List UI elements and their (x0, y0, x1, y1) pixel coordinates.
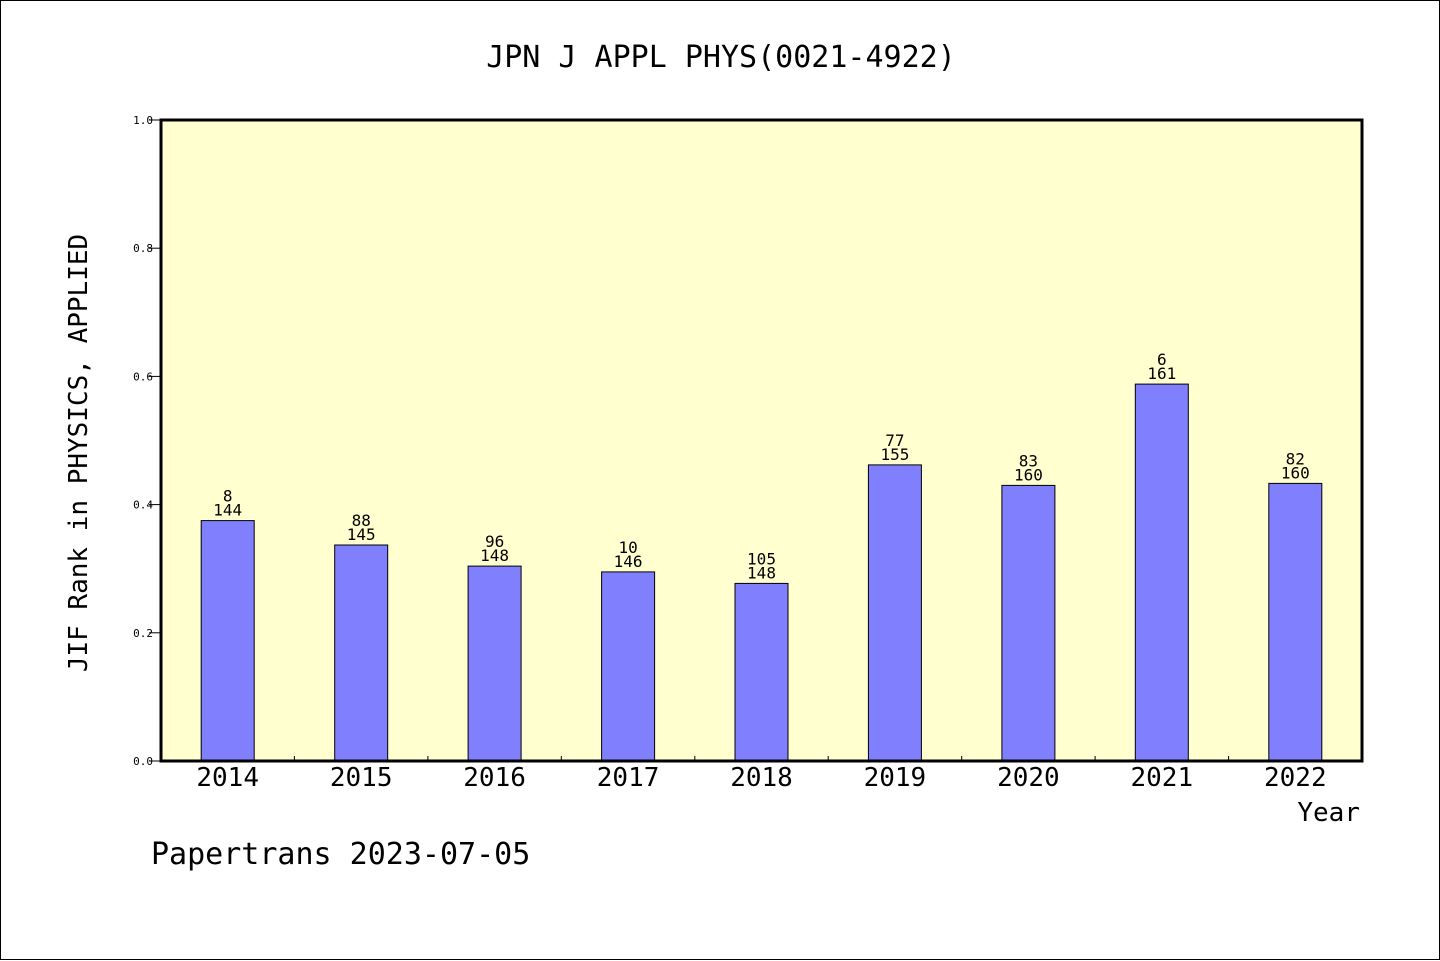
bar-total-label: 161 (1147, 364, 1176, 383)
y-tick-label: 0.2 (133, 627, 153, 640)
x-tick-label: 2017 (597, 763, 660, 793)
bar-total-label: 144 (213, 501, 242, 520)
y-tick-label: 0.4 (133, 499, 153, 512)
bars-layer (200, 383, 1323, 762)
y-tick-label: 0.8 (133, 242, 153, 255)
y-tick-label: 0.0 (133, 755, 153, 768)
y-tick-label: 1.0 (133, 114, 153, 127)
bar-rank-label: 96 (485, 532, 504, 551)
bar (1001, 484, 1056, 762)
y-tick-label: 0.6 (133, 370, 153, 383)
bar-rank-label: 83 (1019, 451, 1038, 470)
bar-total-label: 148 (480, 546, 509, 565)
chart-title: JPN J APPL PHYS(0021-4922) (486, 40, 956, 75)
bar (734, 582, 789, 762)
x-tick-label: 2014 (196, 763, 259, 793)
bar-total-label: 148 (747, 563, 776, 582)
bar-rank-label: 8 (223, 487, 233, 506)
bar (601, 571, 656, 762)
bar-total-label: 160 (1281, 463, 1310, 482)
bar-total-label: 145 (347, 525, 376, 544)
x-tick-label: 2022 (1264, 763, 1327, 793)
bar (1134, 383, 1189, 762)
y-axis-label: JIF Rank in PHYSICS, APPLIED (64, 234, 94, 672)
bar-rank-label: 105 (747, 549, 776, 568)
footer-stamp: Papertrans 2023-07-05 (151, 837, 530, 872)
bar (1268, 482, 1323, 762)
bar-total-label: 160 (1014, 465, 1043, 484)
bar (334, 544, 389, 762)
x-tick-label: 2021 (1130, 763, 1193, 793)
x-tick-label: 2019 (864, 763, 927, 793)
bar-rank-label: 82 (1286, 449, 1305, 468)
bar-rank-label: 10 (618, 538, 637, 557)
bar-rank-label: 88 (352, 511, 371, 530)
plot-border (159, 118, 1364, 763)
bar-rank-label: 6 (1157, 350, 1167, 369)
x-tick-label: 2018 (730, 763, 793, 793)
x-tick-label: 2020 (997, 763, 1060, 793)
x-tick-label: 2015 (330, 763, 393, 793)
bar (467, 565, 522, 762)
x-axis-ticks: 2014 2015 2016 2017 2018 2019 2020 2021 2022 (196, 756, 1327, 793)
bar-total-label: 155 (880, 445, 909, 464)
bar (200, 520, 255, 762)
x-axis-label: Year (1297, 798, 1360, 828)
x-tick-label: 2016 (463, 763, 526, 793)
bar (867, 464, 922, 762)
bar-total-label: 146 (614, 552, 643, 571)
bar-rank-label: 77 (885, 431, 904, 450)
y-axis-ticks: 0.0 0.2 0.4 0.6 0.8 1.0 (133, 114, 161, 768)
